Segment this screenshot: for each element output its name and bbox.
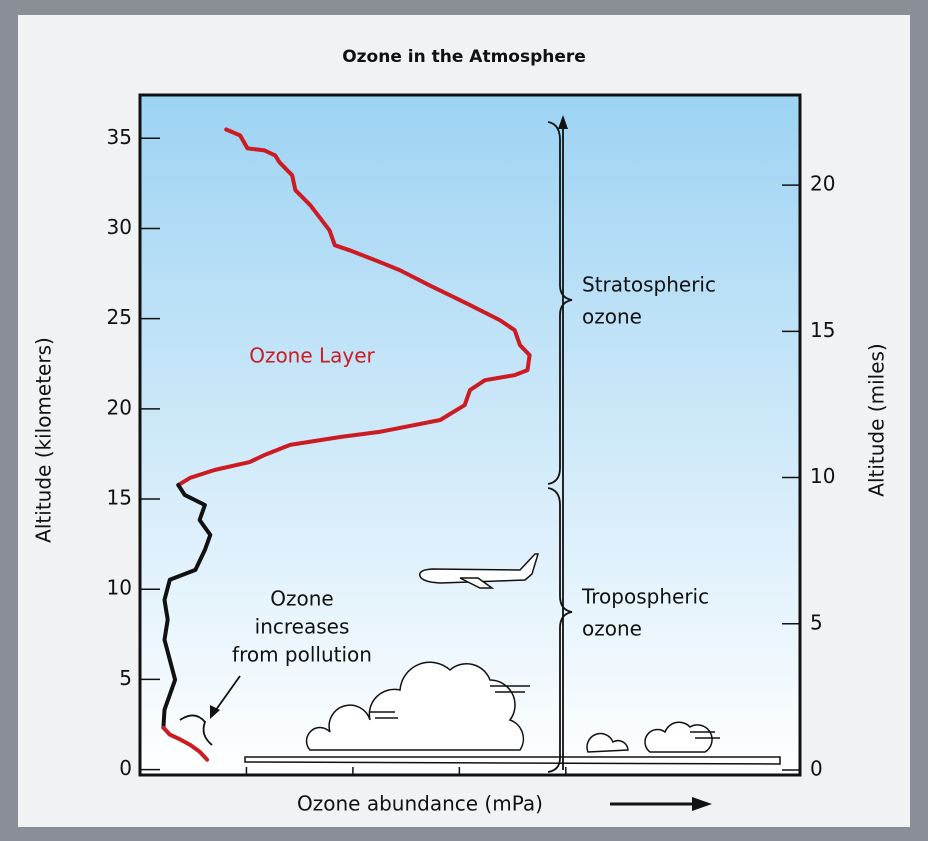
ozone-layer-label: Ozone Layer [249,344,375,368]
y-tick-label: 5 [119,666,132,690]
y2-axis-label: Altitude (miles) [865,343,889,496]
arrow-head [210,705,220,719]
ozone-profile-line [161,483,213,730]
airplane [419,553,540,589]
stratospheric-label: Stratospheric [582,273,716,297]
ozone-profile-line [161,725,210,762]
ozone-profile-line [176,127,532,487]
y2-tick-label: 10 [810,464,835,488]
y-tick-label: 25 [107,305,132,329]
y2-tick-label: 20 [810,172,835,196]
y-tick-label: 20 [107,395,132,419]
arrow-head [558,115,568,129]
y2-tick-label: 5 [810,610,823,634]
tropospheric-label: ozone [582,617,642,641]
x-axis-label: Ozone abundance (mPa) [297,792,543,816]
y-tick-label: 10 [107,576,132,600]
y-tick-label: 30 [107,215,132,239]
brackets [179,121,573,773]
y-tick-label: 15 [107,486,132,510]
stratospheric-label: ozone [582,305,642,329]
y2-tick-label: 15 [810,318,835,342]
plot-area [138,93,802,777]
clouds [244,661,781,765]
wind-lines [370,685,720,739]
x-arrow-head [692,797,712,811]
y-tick-label: 35 [107,125,132,149]
pollution-label: increases [255,615,350,639]
pollution-label: Ozone [270,587,333,611]
y2-tick-label: 0 [810,757,823,781]
chart-title: Ozone in the Atmosphere [342,47,586,67]
pollution-label: from pollution [232,643,372,667]
y-axis-label: Altitude (kilometers) [32,337,56,543]
tropospheric-label: Tropospheric [581,585,709,609]
y-tick-label: 0 [119,756,132,780]
